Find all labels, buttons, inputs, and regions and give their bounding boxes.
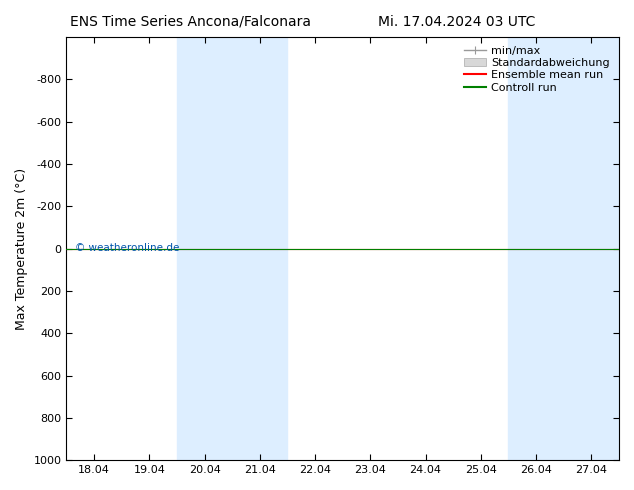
Y-axis label: Max Temperature 2m (°C): Max Temperature 2m (°C) [15,168,28,330]
Legend: min/max, Standardabweichung, Ensemble mean run, Controll run: min/max, Standardabweichung, Ensemble me… [460,43,614,96]
Text: © weatheronline.de: © weatheronline.de [75,243,179,253]
Text: ENS Time Series Ancona/Falconara: ENS Time Series Ancona/Falconara [70,15,311,29]
Text: Mi. 17.04.2024 03 UTC: Mi. 17.04.2024 03 UTC [378,15,535,29]
Bar [508,37,619,460]
Bar [177,37,287,460]
